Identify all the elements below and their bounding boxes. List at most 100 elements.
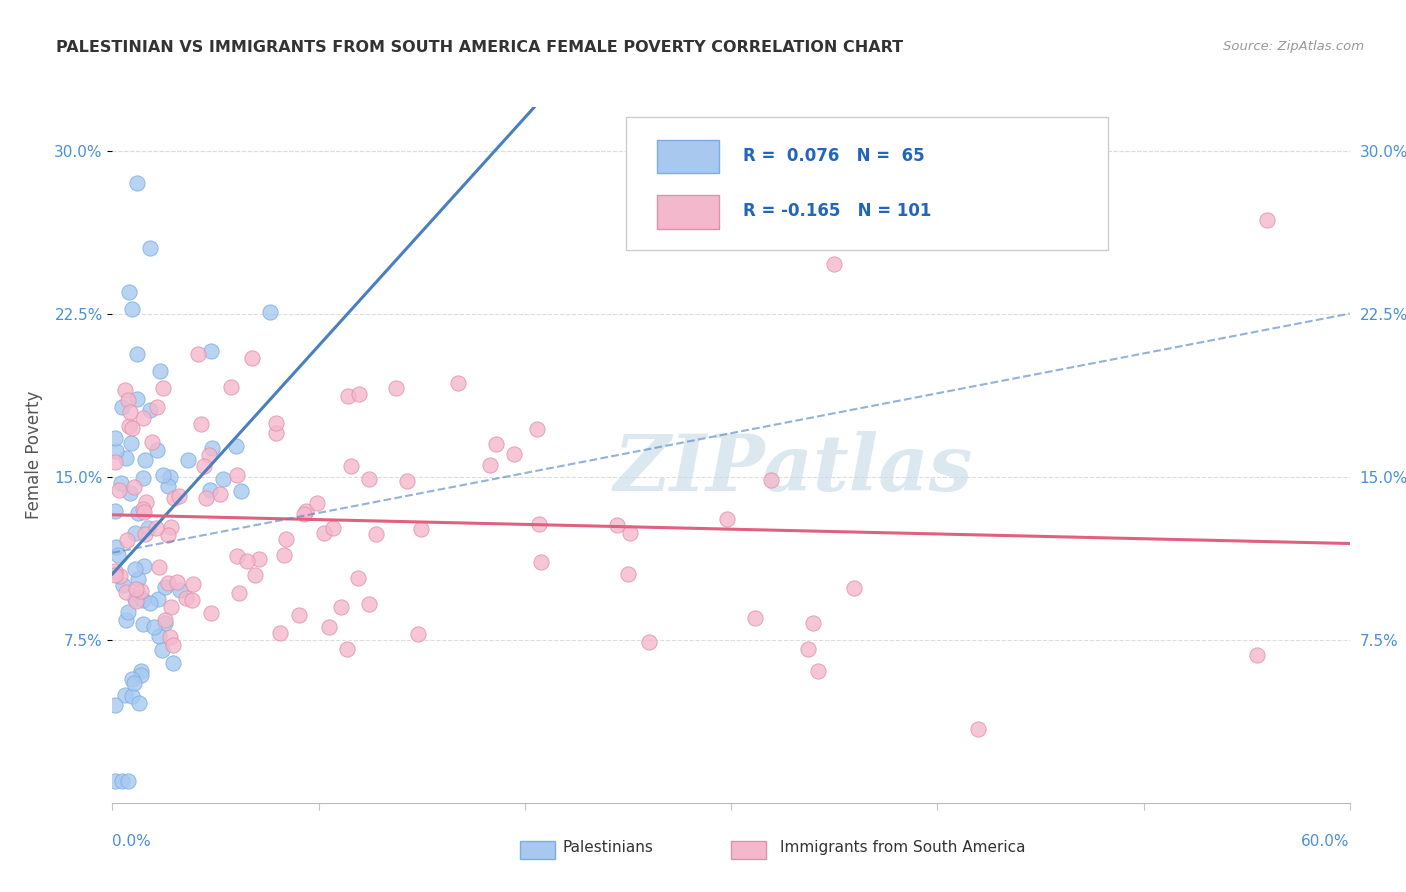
Point bbox=[266, 425, 288, 440]
Point bbox=[121, 672, 143, 686]
Point bbox=[157, 575, 180, 590]
Point bbox=[366, 527, 388, 541]
Point bbox=[115, 533, 138, 548]
Point bbox=[124, 676, 146, 690]
Point bbox=[530, 555, 553, 569]
Point bbox=[152, 382, 174, 396]
Point bbox=[806, 664, 828, 678]
Point bbox=[146, 591, 169, 606]
Text: Palestinians: Palestinians bbox=[562, 840, 654, 855]
Point bbox=[124, 592, 146, 607]
Point bbox=[844, 582, 866, 596]
Point bbox=[322, 520, 344, 534]
Point bbox=[409, 522, 432, 536]
Point bbox=[103, 567, 125, 582]
Point bbox=[529, 516, 551, 531]
Point bbox=[111, 774, 134, 789]
Point bbox=[120, 486, 142, 500]
Point bbox=[134, 505, 156, 519]
Point bbox=[134, 453, 156, 467]
Point bbox=[138, 241, 160, 255]
Point bbox=[180, 592, 202, 607]
Point bbox=[336, 388, 359, 402]
FancyBboxPatch shape bbox=[626, 118, 1108, 250]
Point bbox=[225, 439, 247, 453]
Point bbox=[108, 568, 131, 582]
Point bbox=[1256, 213, 1278, 227]
Point bbox=[340, 458, 363, 473]
Point bbox=[149, 364, 172, 378]
Point bbox=[526, 421, 548, 435]
Point bbox=[797, 642, 820, 657]
Point bbox=[447, 376, 470, 390]
Point bbox=[190, 417, 212, 431]
Point bbox=[115, 451, 138, 466]
Point bbox=[605, 518, 627, 533]
Point bbox=[359, 598, 381, 612]
Point bbox=[114, 688, 136, 702]
Point bbox=[162, 656, 184, 670]
Point bbox=[243, 567, 266, 582]
Point bbox=[155, 616, 177, 631]
Point bbox=[166, 575, 188, 590]
Point bbox=[117, 774, 139, 789]
Point bbox=[292, 507, 315, 521]
Point bbox=[132, 502, 155, 516]
Point bbox=[169, 489, 191, 503]
Point bbox=[174, 591, 197, 605]
Point bbox=[114, 383, 136, 397]
Point bbox=[103, 564, 125, 578]
Point bbox=[139, 403, 162, 417]
Point bbox=[228, 586, 250, 600]
Point bbox=[104, 431, 127, 445]
Point bbox=[318, 620, 340, 634]
Point bbox=[159, 469, 181, 483]
Text: ZIPatlas: ZIPatlas bbox=[613, 431, 973, 507]
Point bbox=[273, 548, 295, 562]
Point bbox=[193, 459, 215, 474]
Point bbox=[111, 400, 134, 414]
Point bbox=[150, 642, 173, 657]
Point bbox=[118, 285, 141, 299]
Point bbox=[162, 491, 184, 505]
Point bbox=[240, 351, 263, 365]
Point bbox=[966, 723, 988, 737]
Text: Immigrants from South America: Immigrants from South America bbox=[780, 840, 1026, 855]
Point bbox=[103, 698, 125, 712]
Bar bbox=[657, 140, 718, 173]
Point bbox=[128, 696, 150, 710]
Point bbox=[136, 521, 159, 535]
Y-axis label: Female Poverty: Female Poverty bbox=[25, 391, 44, 519]
Point bbox=[129, 583, 152, 598]
Point bbox=[208, 486, 231, 500]
Point bbox=[169, 583, 191, 598]
Point bbox=[115, 585, 138, 599]
Text: R = -0.165   N = 101: R = -0.165 N = 101 bbox=[744, 202, 932, 220]
Point bbox=[176, 453, 198, 467]
Point bbox=[201, 441, 224, 455]
Point bbox=[157, 479, 180, 493]
Point bbox=[744, 611, 766, 625]
Point bbox=[198, 483, 221, 498]
Point bbox=[129, 665, 152, 679]
Point bbox=[396, 474, 419, 488]
Point bbox=[134, 526, 156, 541]
Point bbox=[336, 641, 359, 656]
Point bbox=[359, 471, 381, 485]
Point bbox=[502, 447, 524, 461]
Point bbox=[127, 506, 149, 520]
Point bbox=[197, 448, 219, 462]
Point bbox=[108, 483, 131, 497]
Point bbox=[112, 577, 135, 591]
Point bbox=[132, 471, 155, 485]
Point bbox=[103, 455, 125, 469]
Point bbox=[259, 305, 281, 319]
Point bbox=[347, 386, 370, 401]
Point bbox=[124, 526, 146, 541]
Point bbox=[120, 436, 142, 450]
Point bbox=[183, 576, 205, 591]
Point bbox=[295, 504, 318, 518]
Point bbox=[823, 257, 845, 271]
Point bbox=[148, 560, 170, 574]
Point bbox=[759, 473, 782, 487]
